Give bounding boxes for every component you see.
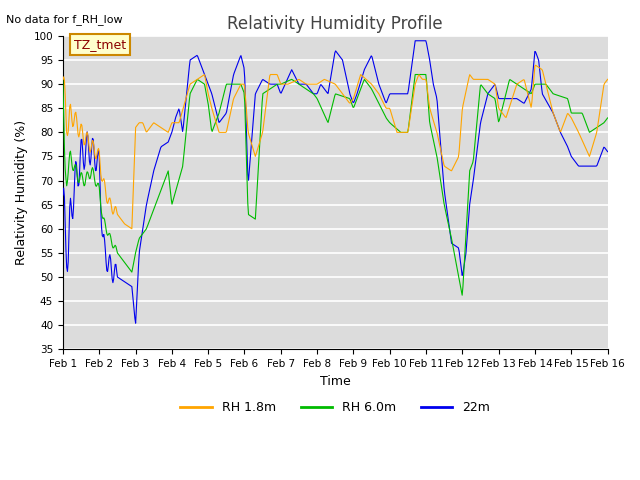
Text: TZ_tmet: TZ_tmet [74,38,126,51]
Title: Relativity Humidity Profile: Relativity Humidity Profile [227,15,443,33]
Text: No data for f_RH_low: No data for f_RH_low [6,14,123,25]
X-axis label: Time: Time [320,374,351,387]
Y-axis label: Relativity Humidity (%): Relativity Humidity (%) [15,120,28,265]
Legend: RH 1.8m, RH 6.0m, 22m: RH 1.8m, RH 6.0m, 22m [175,396,495,420]
